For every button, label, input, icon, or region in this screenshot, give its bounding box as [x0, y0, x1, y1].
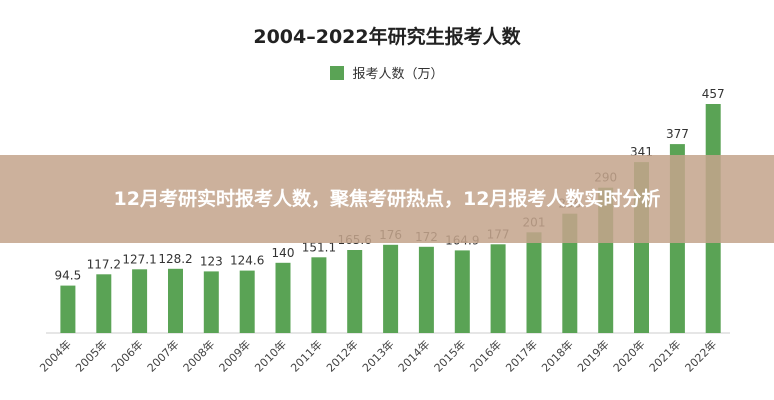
- x-tick-label: 2004年: [37, 337, 74, 374]
- x-tick-label: 2017年: [503, 337, 540, 374]
- x-tick-label: 2014年: [395, 337, 432, 374]
- x-tick-label: 2012年: [323, 337, 360, 374]
- data-label: 140: [272, 246, 295, 260]
- data-label: 94.5: [55, 269, 82, 283]
- x-tick-label: 2019年: [574, 337, 611, 374]
- data-label: 117.2: [87, 257, 121, 271]
- legend-swatch: [330, 65, 345, 80]
- bar-2013年: [383, 244, 399, 333]
- x-tick-label: 2007年: [144, 337, 181, 374]
- bar-2007年: [168, 268, 183, 333]
- bar-2008年: [203, 271, 219, 333]
- headline-text: 12月考研实时报考人数，聚焦考研热点，12月报考人数实时分析: [113, 188, 661, 210]
- bar-2016年: [490, 244, 506, 333]
- bar-2004年: [60, 285, 76, 333]
- x-tick-label: 2005年: [72, 337, 109, 374]
- x-tick-label: 2009年: [216, 337, 253, 374]
- bar-2014年: [418, 246, 434, 333]
- x-tick-label: 2021年: [646, 337, 683, 374]
- bar-2012年: [347, 250, 363, 333]
- bar-2015年: [454, 250, 470, 333]
- bar-2017年: [526, 232, 542, 333]
- legend-label: 报考人数（万）: [352, 67, 444, 82]
- data-label: 151.1: [302, 240, 336, 254]
- bar-2011年: [311, 257, 327, 333]
- x-tick-label: 2011年: [288, 337, 325, 374]
- x-tick-label: 2015年: [431, 337, 468, 374]
- x-tick-label: 2022年: [682, 337, 719, 374]
- headline-banner: 12月考研实时报考人数，聚焦考研热点，12月报考人数实时分析: [0, 155, 774, 243]
- data-label: 127.1: [122, 252, 156, 266]
- data-label: 128.2: [158, 252, 192, 266]
- legend: 报考人数（万）: [0, 63, 774, 82]
- x-tick-label: 2018年: [538, 337, 575, 374]
- chart-title: 2004–2022年研究生报考人数: [253, 26, 521, 48]
- bar-2006年: [132, 269, 148, 333]
- x-tick-label: 2016年: [467, 337, 504, 374]
- data-label: 457: [702, 87, 725, 101]
- x-tick-label: 2008年: [180, 337, 217, 374]
- x-tick-label: 2020年: [610, 337, 647, 374]
- bar-2005年: [96, 274, 112, 333]
- x-tick-label: 2013年: [359, 337, 396, 374]
- bar-2010年: [275, 262, 291, 333]
- bar-2009年: [239, 270, 255, 333]
- bar-2018年: [562, 213, 578, 333]
- x-tick-label: 2010年: [252, 337, 289, 374]
- data-label: 124.6: [230, 254, 264, 268]
- data-label: 123: [200, 254, 223, 268]
- data-label: 377: [666, 127, 689, 141]
- x-tick-label: 2006年: [108, 337, 145, 374]
